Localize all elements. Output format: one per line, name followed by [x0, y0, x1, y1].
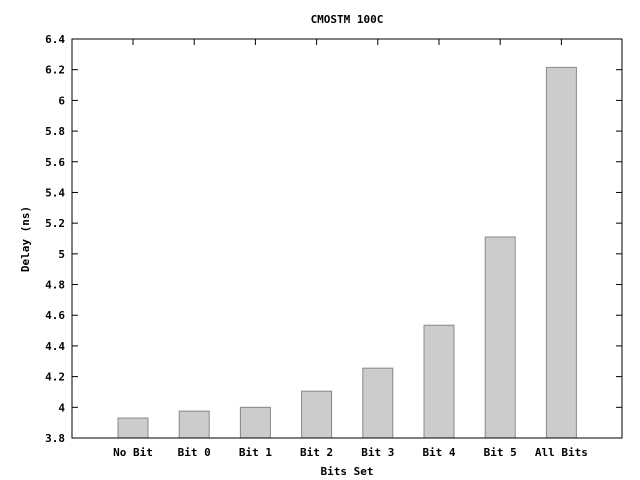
chart-title: CMOSTM 100C — [311, 13, 384, 26]
y-tick-label: 5.6 — [45, 156, 65, 169]
y-tick-label: 6 — [58, 94, 65, 107]
bar-bit-0 — [178, 410, 210, 439]
x-tick-label: Bit 3 — [361, 446, 394, 459]
y-tick-label: 3.8 — [45, 432, 65, 445]
y-tick-label: 6.2 — [45, 64, 65, 77]
bar-bit-3 — [362, 367, 394, 439]
y-tick-label: 4.6 — [45, 309, 65, 322]
x-tick-label: All Bits — [535, 446, 588, 459]
bar-bit-1 — [239, 406, 271, 439]
bar-bit-2 — [301, 390, 333, 439]
y-tick-label: 4.4 — [45, 340, 65, 353]
y-axis-ticks: 3.8 4 4.2 4.4 4.6 4.8 5 5.2 5.4 5.6 5.8 6 6.2 6.4 — [45, 33, 622, 445]
y-tick-label: 5.8 — [45, 125, 65, 138]
y-tick-label: 6.4 — [45, 33, 65, 46]
x-tick-label: Bit 2 — [300, 446, 333, 459]
bar-bit-4 — [423, 324, 455, 439]
y-tick-label: 5.4 — [45, 186, 65, 199]
x-tick-label: Bit 1 — [239, 446, 272, 459]
x-tick-label: Bit 0 — [178, 446, 211, 459]
x-tick-label: Bit 4 — [422, 446, 455, 459]
bar-bit-5 — [484, 236, 516, 439]
x-axis-ticks: No Bit Bit 0 Bit 1 Bit 2 Bit 3 Bit 4 Bit 5 All … — [113, 39, 588, 459]
bar-all-bits — [545, 66, 577, 439]
y-tick-label: 5.2 — [45, 217, 65, 230]
y-tick-label: 4.2 — [45, 371, 65, 384]
bar-no-bit — [117, 417, 149, 439]
x-axis-label: Bits Set — [321, 465, 374, 478]
y-tick-label: 5 — [58, 248, 65, 261]
y-tick-label: 4 — [58, 401, 65, 414]
plot-border — [71, 38, 623, 439]
y-axis-label: Delay (ns) — [19, 206, 32, 272]
bars — [117, 66, 577, 439]
y-tick-label: 4.8 — [45, 279, 65, 292]
x-tick-label: Bit 5 — [484, 446, 517, 459]
x-tick-label: No Bit — [113, 446, 153, 459]
